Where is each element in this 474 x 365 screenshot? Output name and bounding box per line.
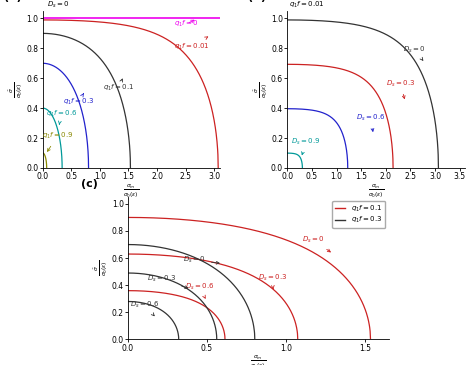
Text: $q_1f=0.01$: $q_1f=0.01$ xyxy=(289,0,325,10)
Text: $D_s=0.3$: $D_s=0.3$ xyxy=(147,274,188,288)
Text: $D_s=0.6$: $D_s=0.6$ xyxy=(185,282,214,298)
Text: (a): (a) xyxy=(4,0,21,2)
Text: $q_1f=0.1$: $q_1f=0.1$ xyxy=(103,79,134,93)
Text: (c): (c) xyxy=(81,179,98,189)
Text: $D_s=0.9$: $D_s=0.9$ xyxy=(291,137,320,155)
X-axis label: $\frac{\sigma_m}{\sigma_0(\varepsilon)}$: $\frac{\sigma_m}{\sigma_0(\varepsilon)}$ xyxy=(123,182,139,200)
X-axis label: $\frac{\sigma_m}{\sigma_0(\varepsilon)}$: $\frac{\sigma_m}{\sigma_0(\varepsilon)}$ xyxy=(250,354,266,365)
Text: $D_s=0$: $D_s=0$ xyxy=(302,235,330,252)
Text: $q_1f=0.01$: $q_1f=0.01$ xyxy=(174,37,210,51)
X-axis label: $\frac{\sigma_m}{\sigma_0(\varepsilon)}$: $\frac{\sigma_m}{\sigma_0(\varepsilon)}$ xyxy=(368,182,384,200)
Text: $D_s=0.3$: $D_s=0.3$ xyxy=(386,79,415,99)
Text: $D_s=0.6$: $D_s=0.6$ xyxy=(129,300,159,316)
Text: $q_1f=0.3$: $q_1f=0.3$ xyxy=(63,94,94,107)
Text: $q_1f=0.9$: $q_1f=0.9$ xyxy=(42,131,73,151)
Legend: $q_1f=0.1$, $q_1f=0.3$: $q_1f=0.1$, $q_1f=0.3$ xyxy=(332,201,385,228)
Text: $D_s=0.6$: $D_s=0.6$ xyxy=(356,113,386,131)
Text: $D_s=0$: $D_s=0$ xyxy=(403,44,426,60)
Y-axis label: $\frac{\bar{\sigma}}{\sigma_0(\varepsilon)}$: $\frac{\bar{\sigma}}{\sigma_0(\varepsilo… xyxy=(93,260,110,276)
Y-axis label: $\frac{\bar{\sigma}}{\sigma_0(\varepsilon)}$: $\frac{\bar{\sigma}}{\sigma_0(\varepsilo… xyxy=(8,81,25,97)
Text: $D_s=0$: $D_s=0$ xyxy=(183,255,219,265)
Text: $D_s=0$: $D_s=0$ xyxy=(47,0,70,10)
Text: $q_1f=0$: $q_1f=0$ xyxy=(174,19,199,29)
Y-axis label: $\frac{\bar{\sigma}}{\sigma_0(\varepsilon)}$: $\frac{\bar{\sigma}}{\sigma_0(\varepsilo… xyxy=(252,81,270,97)
Text: $q_1f=0.6$: $q_1f=0.6$ xyxy=(46,108,77,124)
Text: $D_s=0.3$: $D_s=0.3$ xyxy=(257,273,287,289)
Text: (b): (b) xyxy=(248,0,266,2)
